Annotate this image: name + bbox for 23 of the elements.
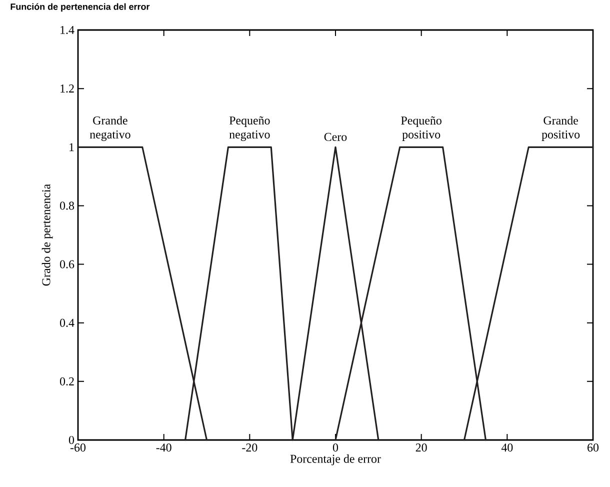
series-label: Pequeño positivo [401,116,442,141]
chart-title: Función de pertenencia del error [10,3,150,12]
y-tick-label: 0.4 [60,318,74,327]
x-tick-label: -60 [70,444,86,452]
series-label: Cero [324,132,347,141]
x-axis-title: Porcentaje de error [290,454,381,466]
y-tick-label: 0.2 [60,377,74,386]
y-tick-label: 1 [70,143,74,152]
x-tick-label: 40 [501,444,513,452]
series-label: Pequeño negativo [229,116,270,141]
x-tick-label: 60 [588,444,599,452]
y-tick-label: 1.2 [60,84,74,93]
series-label: Grande positivo [542,116,580,141]
y-tick-label: 0.6 [60,260,74,268]
x-tick-label: 0 [332,444,338,452]
y-tick-label: 0 [68,436,74,444]
series-label: Grande negativo [90,116,130,141]
x-tick-label: 20 [416,444,427,452]
x-tick-label: -40 [156,444,172,452]
y-tick-label: 1.4 [60,26,74,34]
y-axis-title: Grado de pertenencia [42,184,53,286]
y-tick-label: 0.8 [60,202,74,210]
x-tick-label: -20 [242,444,258,452]
